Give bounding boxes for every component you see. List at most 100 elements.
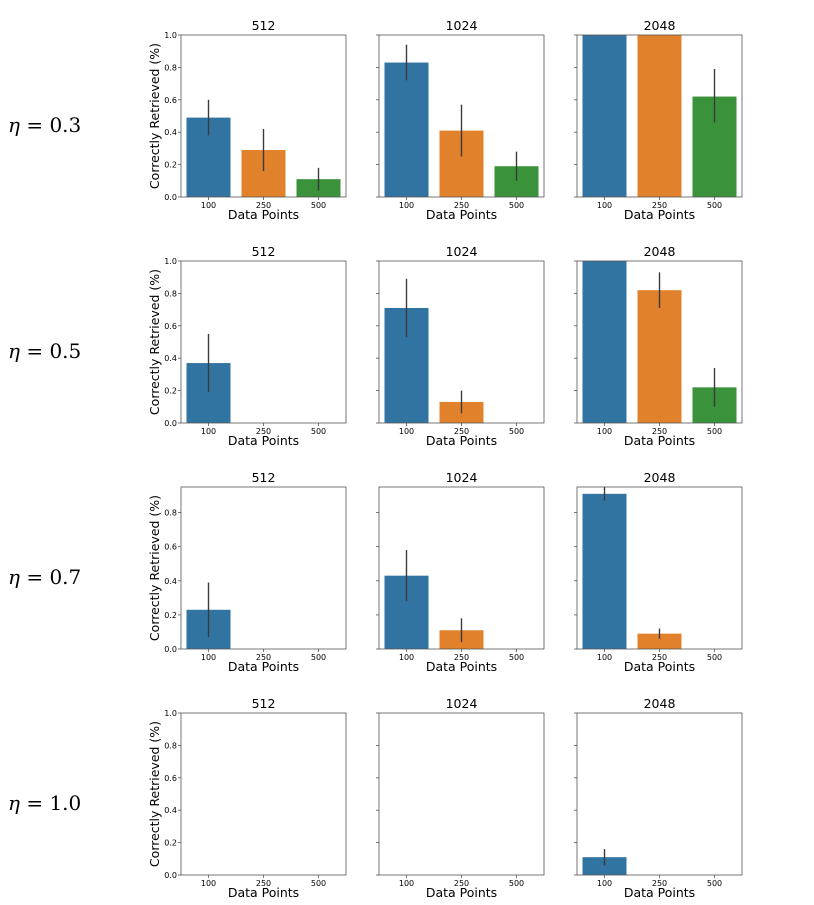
panel-title-2048: 2048 bbox=[644, 696, 676, 711]
x-axis-label-r2c0: Data Points bbox=[228, 659, 299, 674]
panel-title-512: 512 bbox=[252, 18, 276, 33]
y-tick-label-r2c0: 0.6 bbox=[164, 543, 177, 552]
bar-250-r2c2 bbox=[637, 633, 682, 649]
y-tick-label-r2c0: 0.2 bbox=[164, 611, 177, 620]
x-tick-label-500-r2c0: 500 bbox=[311, 653, 326, 662]
panel-title-2048: 2048 bbox=[644, 244, 676, 259]
x-tick-label-500-r1c0: 500 bbox=[311, 427, 326, 436]
y-tick-label-r1c0: 0.6 bbox=[164, 322, 177, 331]
x-tick-label-100-r2c2: 100 bbox=[597, 653, 612, 662]
y-tick-label-r2c0: 0.0 bbox=[164, 645, 177, 654]
x-tick-label-100-r1c2: 100 bbox=[597, 427, 612, 436]
eta-value: = 1.0 bbox=[20, 791, 81, 815]
x-tick-label-250-r0c1: 250 bbox=[454, 201, 469, 210]
panel-title-1024: 1024 bbox=[446, 244, 478, 259]
y-tick-label-r3c0: 0.0 bbox=[164, 871, 177, 880]
y-tick-label-r1c0: 0.2 bbox=[164, 387, 177, 396]
panel-title-1024: 1024 bbox=[446, 696, 478, 711]
row-label-eta-0.5: η = 0.5 bbox=[8, 339, 81, 363]
x-tick-label-500-r3c1: 500 bbox=[509, 879, 524, 888]
y-axis-label-r1c0: Correctly Retrieved (%) bbox=[147, 269, 162, 415]
y-tick-label-r3c0: 1.0 bbox=[164, 709, 177, 718]
x-tick-label-250-r3c0: 250 bbox=[256, 879, 271, 888]
x-tick-label-100-r2c1: 100 bbox=[399, 653, 414, 662]
x-axis-label-r1c1: Data Points bbox=[426, 433, 497, 448]
y-tick-label-r2c0: 0.8 bbox=[164, 509, 177, 518]
x-axis-label-r1c0: Data Points bbox=[228, 433, 299, 448]
y-tick-label-r1c0: 0.8 bbox=[164, 289, 177, 298]
panel-frame-r3c1 bbox=[378, 712, 545, 876]
y-tick-label-r3c0: 0.4 bbox=[164, 806, 177, 815]
panel-frame-r3c0 bbox=[180, 712, 347, 876]
x-tick-label-250-r2c1: 250 bbox=[454, 653, 469, 662]
y-tick-label-r0c0: 1.0 bbox=[164, 31, 177, 40]
x-axis-label-r2c1: Data Points bbox=[426, 659, 497, 674]
x-tick-label-500-r2c2: 500 bbox=[707, 653, 722, 662]
x-tick-label-100-r0c1: 100 bbox=[399, 201, 414, 210]
panel-title-2048: 2048 bbox=[644, 470, 676, 485]
y-tick-label-r3c0: 0.8 bbox=[164, 741, 177, 750]
panel-title-512: 512 bbox=[252, 244, 276, 259]
x-tick-label-500-r0c0: 500 bbox=[311, 201, 326, 210]
y-axis-label-r0c0: Correctly Retrieved (%) bbox=[147, 43, 162, 189]
eta-symbol: η bbox=[8, 565, 20, 589]
eta-value: = 0.5 bbox=[20, 339, 81, 363]
row-label-eta-0.7: η = 0.7 bbox=[8, 565, 81, 589]
x-axis-label-r3c0: Data Points bbox=[228, 885, 299, 900]
x-tick-label-100-r3c2: 100 bbox=[597, 879, 612, 888]
eta-symbol: η bbox=[8, 791, 20, 815]
x-axis-label-r0c2: Data Points bbox=[624, 207, 695, 222]
y-tick-label-r0c0: 0.0 bbox=[164, 193, 177, 202]
row-label-eta-1.0: η = 1.0 bbox=[8, 791, 81, 815]
x-tick-label-500-r1c1: 500 bbox=[509, 427, 524, 436]
x-tick-label-500-r0c2: 500 bbox=[707, 201, 722, 210]
bar-100-r1c2 bbox=[582, 261, 627, 423]
y-axis-label-r2c0: Correctly Retrieved (%) bbox=[147, 495, 162, 641]
bar-250-r0c2 bbox=[637, 35, 682, 197]
bar-100-r0c2 bbox=[582, 35, 627, 197]
panel-title-1024: 1024 bbox=[446, 470, 478, 485]
y-tick-label-r1c0: 0.4 bbox=[164, 354, 177, 363]
x-tick-label-500-r1c2: 500 bbox=[707, 427, 722, 436]
x-tick-label-250-r1c0: 250 bbox=[256, 427, 271, 436]
y-tick-label-r0c0: 0.4 bbox=[164, 128, 177, 137]
panel-frame-r3c2 bbox=[576, 712, 743, 876]
x-tick-label-500-r0c1: 500 bbox=[509, 201, 524, 210]
x-tick-label-250-r3c1: 250 bbox=[454, 879, 469, 888]
panel-title-2048: 2048 bbox=[644, 18, 676, 33]
x-tick-label-250-r0c0: 250 bbox=[256, 201, 271, 210]
x-tick-label-100-r0c2: 100 bbox=[597, 201, 612, 210]
y-tick-label-r0c0: 0.6 bbox=[164, 96, 177, 105]
y-tick-label-r3c0: 0.2 bbox=[164, 839, 177, 848]
eta-symbol: η bbox=[8, 339, 20, 363]
y-tick-label-r1c0: 0.0 bbox=[164, 419, 177, 428]
x-axis-label-r1c2: Data Points bbox=[624, 433, 695, 448]
bar-100-r2c2 bbox=[582, 493, 627, 649]
panel-title-1024: 1024 bbox=[446, 18, 478, 33]
eta-value: = 0.3 bbox=[20, 113, 81, 137]
x-tick-label-100-r1c1: 100 bbox=[399, 427, 414, 436]
x-tick-label-250-r0c2: 250 bbox=[652, 201, 667, 210]
panel-title-512: 512 bbox=[252, 696, 276, 711]
eta-value: = 0.7 bbox=[20, 565, 81, 589]
row-label-eta-0.3: η = 0.3 bbox=[8, 113, 81, 137]
x-tick-label-250-r2c0: 250 bbox=[256, 653, 271, 662]
x-tick-label-500-r3c0: 500 bbox=[311, 879, 326, 888]
panel-title-512: 512 bbox=[252, 470, 276, 485]
x-tick-label-100-r3c0: 100 bbox=[201, 879, 216, 888]
x-axis-label-r0c0: Data Points bbox=[228, 207, 299, 222]
bar-250-r1c2 bbox=[637, 290, 682, 423]
x-tick-label-100-r0c0: 100 bbox=[201, 201, 216, 210]
x-tick-label-250-r1c1: 250 bbox=[454, 427, 469, 436]
x-tick-label-100-r1c0: 100 bbox=[201, 427, 216, 436]
x-tick-label-100-r2c0: 100 bbox=[201, 653, 216, 662]
y-axis-label-r3c0: Correctly Retrieved (%) bbox=[147, 721, 162, 867]
bar-100-r3c2 bbox=[582, 857, 627, 875]
x-axis-label-r3c1: Data Points bbox=[426, 885, 497, 900]
y-tick-label-r0c0: 0.2 bbox=[164, 161, 177, 170]
x-tick-label-250-r2c2: 250 bbox=[652, 653, 667, 662]
x-axis-label-r0c1: Data Points bbox=[426, 207, 497, 222]
y-tick-label-r1c0: 1.0 bbox=[164, 257, 177, 266]
x-tick-label-250-r3c2: 250 bbox=[652, 879, 667, 888]
